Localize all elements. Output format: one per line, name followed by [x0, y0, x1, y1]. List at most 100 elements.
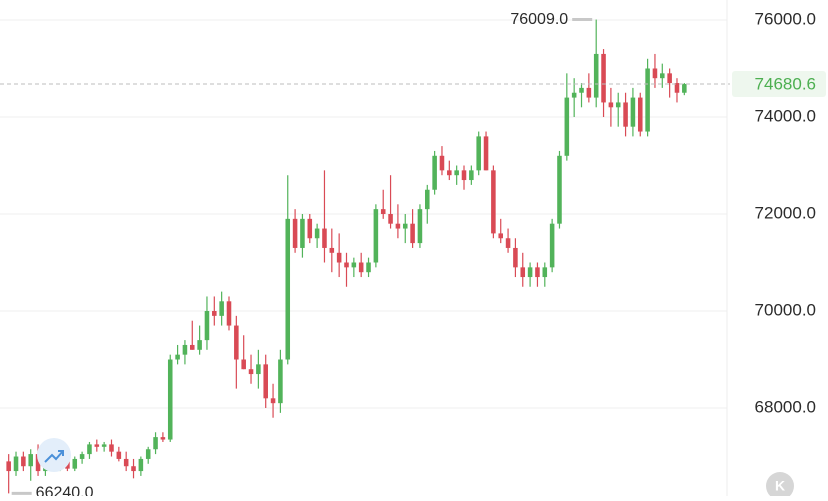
candle-body: [307, 218, 313, 239]
candle-body: [498, 233, 504, 239]
candle-body: [336, 252, 342, 263]
k-button-label[interactable]: K: [775, 478, 785, 494]
candle-body: [630, 97, 636, 127]
candle-body: [167, 359, 173, 440]
corner-icon: [37, 438, 71, 472]
y-tick-label: 76000.0: [755, 9, 816, 28]
candle-body: [447, 170, 452, 176]
candle-body: [660, 73, 665, 79]
candle-body: [123, 458, 129, 467]
candles: [6, 19, 687, 494]
candle-body: [6, 461, 11, 472]
candle-body: [601, 53, 606, 103]
candle-body: [116, 451, 122, 459]
candle-body: [674, 83, 680, 93]
candle-body: [439, 155, 445, 171]
candle-body: [219, 301, 224, 316]
candle-body: [652, 68, 658, 79]
candle-body: [645, 68, 650, 132]
candle-body: [79, 454, 85, 459]
candle-body: [395, 223, 401, 229]
candle-body: [285, 218, 291, 360]
candle-body: [564, 97, 570, 156]
candle-body: [21, 456, 26, 467]
candle-body: [300, 218, 305, 248]
candle-body: [182, 344, 188, 355]
candle-body: [432, 155, 437, 190]
candle-body: [197, 340, 202, 350]
candle-body: [358, 262, 364, 273]
candle-body: [608, 102, 614, 108]
candle-body: [373, 209, 379, 263]
annotations: 76009.0 66240.0 74680.6: [0, 11, 826, 501]
candle-body: [483, 136, 489, 171]
candle-body: [366, 262, 371, 273]
y-tick-label: 72000.0: [755, 203, 816, 222]
candle-body: [491, 170, 496, 234]
candle-body: [28, 454, 33, 467]
candle-body: [344, 262, 349, 268]
candle-body: [623, 102, 628, 127]
candle-body: [160, 437, 166, 440]
candle-body: [667, 73, 672, 84]
candle-body: [388, 213, 393, 224]
candle-body: [461, 170, 467, 181]
candle-body: [535, 267, 540, 278]
candle-body: [226, 301, 232, 326]
candle-body: [549, 223, 555, 268]
candle-body: [101, 444, 107, 447]
candle-body: [579, 87, 584, 93]
candle-body: [520, 267, 526, 278]
last-price-label: 74680.6: [755, 74, 816, 93]
y-tick-label: 74000.0: [755, 106, 816, 125]
candle-body: [505, 238, 511, 248]
candle-body: [292, 218, 298, 248]
candle-body: [278, 359, 283, 404]
candle-body: [87, 444, 92, 455]
candle-body: [153, 437, 158, 450]
candle-body: [593, 53, 599, 98]
candle-body: [402, 223, 408, 229]
candle-body: [586, 87, 592, 98]
candle-body: [380, 209, 386, 214]
last-price-box: [732, 70, 826, 97]
candle-body: [13, 456, 19, 472]
candle-body: [476, 136, 481, 171]
candle-body: [314, 228, 320, 239]
candle-body: [682, 83, 687, 93]
k-button-bg[interactable]: [766, 472, 794, 500]
candle-body: [329, 247, 335, 253]
candle-body: [571, 92, 577, 98]
candle-body: [557, 155, 562, 224]
min-marker-label: 66240.0: [36, 485, 94, 496]
candle-body: [234, 325, 239, 360]
candle-body: [637, 97, 643, 132]
k-button[interactable]: K: [766, 472, 794, 500]
candle-body: [131, 466, 136, 472]
candle-body: [322, 228, 327, 248]
candle-body: [109, 444, 114, 452]
candle-body: [615, 102, 621, 108]
candle-body: [410, 223, 415, 244]
icon-arrow: [44, 450, 64, 463]
candle-body: [256, 364, 261, 375]
candle-body: [35, 454, 41, 472]
y-tick-label: 70000.0: [755, 300, 816, 319]
candle-body: [527, 267, 533, 278]
candle-body: [94, 444, 100, 447]
max-marker-label: 76009.0: [510, 11, 568, 28]
candle-body: [542, 267, 548, 278]
candle-body: [454, 170, 459, 176]
grid: [0, 19, 727, 409]
candle-body: [145, 449, 151, 459]
candle-body: [351, 262, 357, 268]
y-tick-label: 68000.0: [755, 397, 816, 416]
candle-body: [72, 458, 78, 469]
candle-body: [263, 364, 268, 399]
candle-body: [212, 311, 217, 316]
candle-body: [248, 369, 254, 375]
candle-body: [241, 359, 246, 370]
candle-body: [469, 170, 474, 181]
